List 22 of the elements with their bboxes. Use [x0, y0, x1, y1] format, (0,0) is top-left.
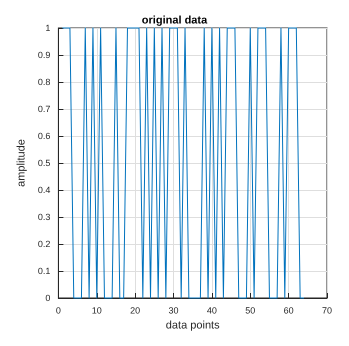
chart-title: original data [142, 14, 208, 26]
y-tick-label: 0.7 [38, 104, 50, 114]
y-tick-label: 0.3 [38, 212, 50, 222]
x-tick-label: 40 [206, 306, 217, 316]
x-axis-title: data points [166, 320, 220, 332]
x-tick-label: 60 [284, 306, 294, 316]
y-tick-label: 0.6 [38, 131, 50, 141]
y-tick-label: 0.5 [38, 158, 50, 168]
y-tick-label: 0.4 [38, 185, 50, 195]
y-tick-label: 1 [45, 23, 50, 33]
x-tick-label: 30 [168, 306, 179, 316]
y-tick-label: 0.2 [38, 239, 50, 249]
x-tick-label: 10 [92, 306, 102, 316]
x-tick-label: 70 [322, 306, 332, 316]
y-tick-label: 0 [45, 293, 50, 303]
y-tick-label: 0.9 [38, 50, 50, 60]
x-tick-label: 50 [245, 306, 256, 316]
y-axis-title: amplitude [16, 139, 28, 187]
x-tick-label: 20 [130, 306, 140, 316]
x-tick-label: 0 [56, 306, 61, 316]
y-tick-label: 0.1 [38, 266, 50, 276]
y-tick-label: 0.8 [38, 77, 50, 87]
